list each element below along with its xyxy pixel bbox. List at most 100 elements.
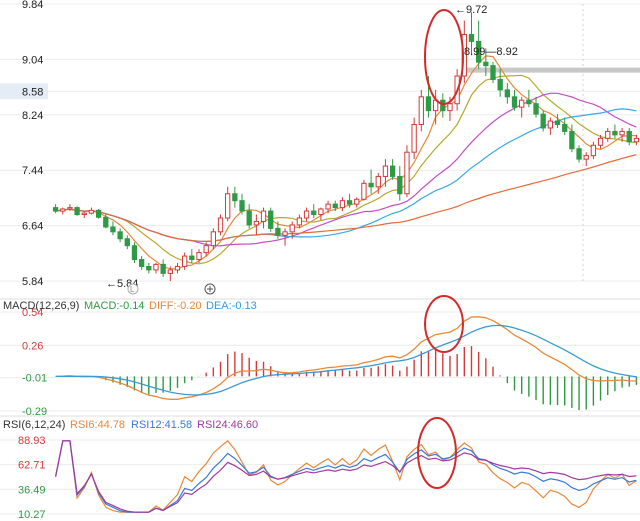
rsi-title: RSI(6,12,24) (3, 419, 65, 431)
rsi24-line (55, 440, 637, 513)
candle (497, 69, 503, 97)
candle (576, 145, 582, 163)
price-panel: 9.84 9.04 8.58 8.24 7.44 6.64 5.84 ←9.72 ←5.84… (0, 0, 640, 295)
rsi-y-axis: 88.93 62.71 36.49 10.27 (18, 435, 46, 521)
candle (146, 262, 152, 274)
macd-tick-label: 0.54 (22, 307, 43, 319)
candle (131, 242, 138, 263)
candle (511, 89, 518, 111)
diff-line (55, 316, 637, 400)
candle (612, 124, 618, 139)
candle (325, 200, 331, 214)
ma5-line (55, 55, 637, 270)
candle (225, 186, 231, 222)
ma60-line (55, 154, 637, 243)
macd-tick-label: -0.01 (22, 373, 47, 385)
candle (339, 197, 346, 212)
candle (110, 221, 116, 236)
rsi12-value: RSI12:41.58 (131, 419, 192, 431)
candle (389, 159, 396, 180)
ma20-line (55, 92, 637, 247)
price-tick-label: 8.24 (22, 110, 43, 122)
candle (476, 20, 482, 70)
candle (411, 117, 417, 160)
candle (526, 89, 532, 108)
candle (547, 117, 554, 135)
candle (368, 169, 374, 194)
candle (440, 93, 446, 118)
candle (303, 207, 310, 222)
candle (468, 12, 475, 56)
price-tick-label: 9.84 (22, 0, 43, 11)
rsi-lines (55, 440, 637, 513)
candle (590, 141, 597, 160)
highlighted-tick-bg (0, 83, 48, 100)
candle (597, 134, 604, 149)
macd-tick-label: -0.29 (22, 406, 47, 418)
price-grid (0, 3, 640, 282)
svg-text:L: L (130, 285, 135, 294)
candle (103, 214, 109, 229)
candle (67, 204, 73, 212)
dea-line (55, 324, 637, 396)
marker-l-icon: L (127, 283, 139, 295)
price-tick-label: 6.64 (22, 221, 43, 233)
macd-value: MACD:-0.14 (84, 300, 145, 312)
candle (95, 208, 102, 219)
candle (483, 48, 489, 77)
candle (346, 193, 353, 208)
candle (289, 221, 295, 239)
price-tick-label: 7.44 (22, 165, 43, 177)
candle (167, 266, 173, 281)
candle (189, 249, 195, 263)
price-annotations: ←9.72 ←5.84 8.99—8.92 (106, 4, 518, 290)
candle (174, 262, 181, 274)
macd-histogram (62, 346, 638, 411)
macd-highlight-circle (424, 295, 464, 353)
candle (296, 214, 303, 229)
candle (246, 204, 252, 229)
candle (519, 96, 525, 118)
candle (88, 207, 95, 215)
candle (311, 204, 317, 218)
candle (60, 207, 66, 215)
price-highlight-circle (424, 9, 464, 105)
candle (260, 207, 267, 229)
high-price-annotation: ←9.72 (455, 4, 487, 16)
rsi-panel: 88.93 62.71 36.49 10.27 RSI(6,12,24) RSI6:4… (0, 415, 640, 521)
candle (232, 186, 238, 208)
candle (633, 134, 640, 146)
candle (562, 117, 568, 135)
candle (404, 145, 410, 198)
candle (354, 197, 360, 208)
rsi24-value: RSI24:46.60 (197, 419, 258, 431)
rsi-tick-label: 62.71 (18, 460, 46, 472)
candle (540, 110, 546, 132)
macd-grid (0, 311, 640, 412)
candle (332, 200, 338, 212)
candlesticks (52, 12, 640, 281)
candle (196, 249, 202, 263)
macd-panel: 0.54 0.26 -0.01 -0.29 MACD(12,26,9) MACD:-0… (0, 295, 640, 418)
macd-lines (55, 316, 637, 400)
crosshair-marker[interactable] (204, 283, 216, 295)
macd-title: MACD(12,26,9) (3, 300, 79, 312)
candle (253, 214, 260, 236)
price-band-bar (464, 67, 640, 73)
candle (361, 179, 367, 201)
candle (210, 228, 216, 250)
candle (217, 214, 224, 236)
candle (583, 152, 589, 167)
candle (124, 235, 130, 250)
candle (81, 211, 87, 218)
candle (153, 262, 159, 274)
candle (504, 82, 510, 104)
candle (569, 124, 575, 153)
ma10-line (55, 74, 637, 265)
candle (203, 242, 209, 257)
candle (533, 96, 539, 118)
rsi12-line (55, 440, 637, 513)
candle (268, 207, 274, 232)
candle (605, 127, 611, 142)
